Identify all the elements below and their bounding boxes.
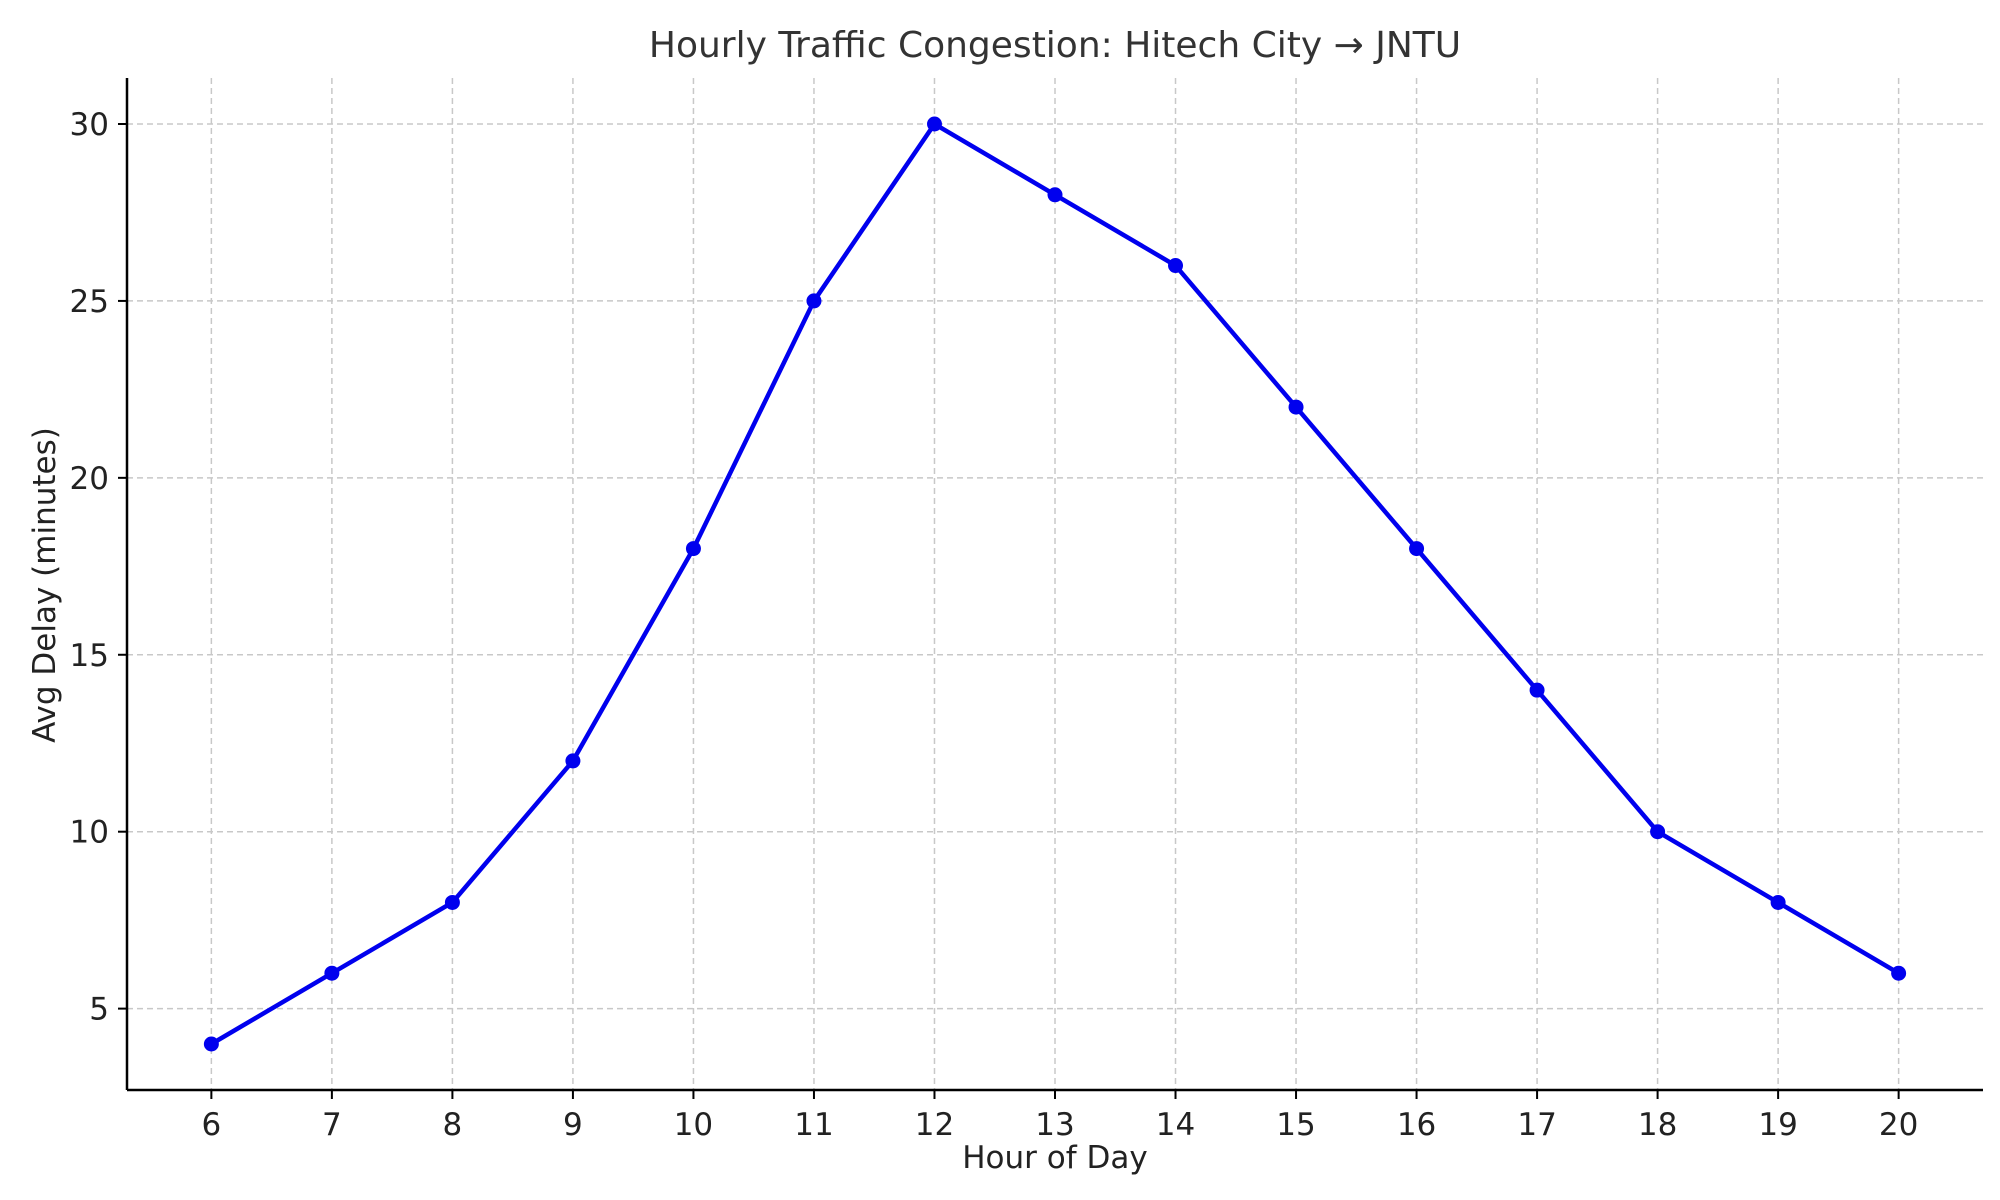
x-tick-label: 9 <box>563 1107 583 1143</box>
chart-title: Hourly Traffic Congestion: Hitech City →… <box>649 25 1461 66</box>
data-point <box>565 753 581 769</box>
x-tick-label: 18 <box>1638 1107 1677 1143</box>
x-tick-label: 20 <box>1879 1107 1918 1143</box>
data-point <box>926 116 942 132</box>
x-tick-label: 13 <box>1035 1107 1074 1143</box>
x-tick-label: 16 <box>1397 1107 1436 1143</box>
data-point <box>1891 965 1907 981</box>
x-tick-labels: 6 7 8 9 10 11 12 13 14 15 16 17 18 19 20 <box>201 1107 1918 1143</box>
y-tick-label: 15 <box>70 638 109 674</box>
data-point <box>685 541 701 557</box>
x-tick-label: 17 <box>1517 1107 1556 1143</box>
y-tick-label: 20 <box>70 461 109 497</box>
data-point <box>1529 682 1545 698</box>
x-tick-label: 10 <box>674 1107 713 1143</box>
data-point <box>1650 824 1666 840</box>
data-point <box>1168 258 1184 274</box>
x-tick-label: 14 <box>1156 1107 1195 1143</box>
y-tick-labels: 5 10 15 20 25 30 <box>70 107 109 1028</box>
y-tick-label: 30 <box>70 107 109 143</box>
data-point <box>806 293 822 309</box>
x-tick-label: 7 <box>322 1107 342 1143</box>
x-tick-label: 6 <box>201 1107 221 1143</box>
data-point <box>324 965 340 981</box>
x-tick-label: 8 <box>443 1107 463 1143</box>
x-axis-title: Hour of Day <box>962 1140 1147 1176</box>
x-tick-label: 15 <box>1276 1107 1315 1143</box>
x-tick-label: 12 <box>915 1107 954 1143</box>
data-point <box>203 1036 219 1052</box>
data-point <box>444 894 460 910</box>
x-tick-label: 11 <box>794 1107 833 1143</box>
y-tick-label: 25 <box>70 284 109 320</box>
grid <box>127 78 1983 1090</box>
y-tick-label: 5 <box>89 992 109 1028</box>
data-point <box>1409 541 1425 557</box>
data-point <box>1288 399 1304 415</box>
y-tick-label: 10 <box>70 815 109 851</box>
data-point <box>1770 894 1786 910</box>
series-layer <box>203 116 1907 1052</box>
data-point <box>1047 187 1063 203</box>
tick-marks <box>118 123 1900 1099</box>
x-tick-label: 19 <box>1758 1107 1797 1143</box>
y-axis-title: Avg Delay (minutes) <box>27 427 63 743</box>
